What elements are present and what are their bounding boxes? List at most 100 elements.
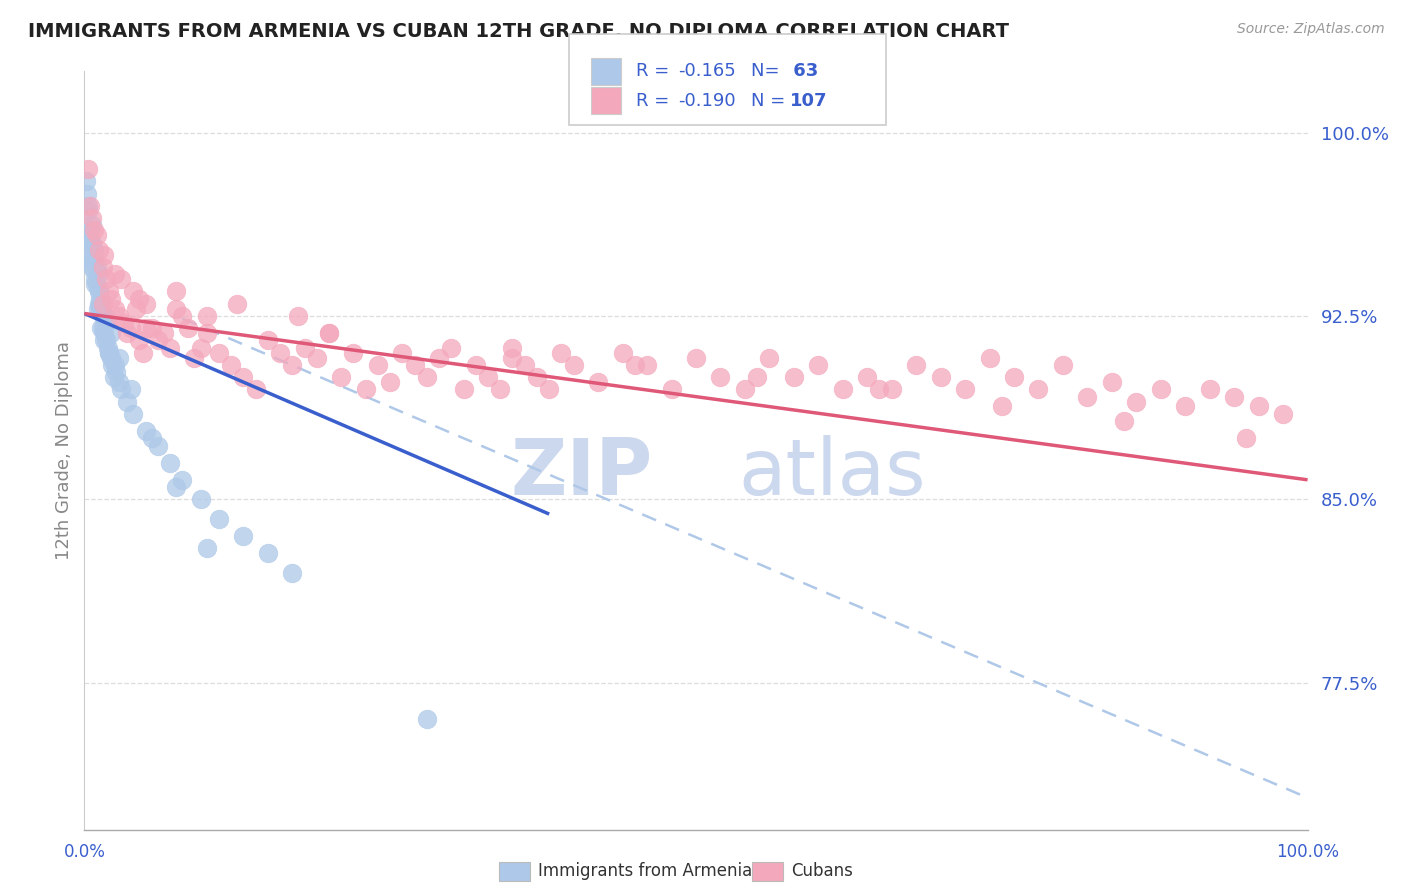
Point bbox=[880, 382, 903, 396]
Point bbox=[287, 309, 309, 323]
Point bbox=[80, 211, 103, 226]
Point bbox=[856, 370, 879, 384]
Point bbox=[661, 382, 683, 396]
Point bbox=[391, 345, 413, 359]
Point bbox=[502, 341, 524, 355]
Point bbox=[905, 358, 928, 372]
Point bbox=[586, 375, 609, 389]
Point bbox=[80, 235, 103, 250]
Point bbox=[93, 326, 115, 340]
Point bbox=[90, 321, 112, 335]
Point bbox=[477, 370, 499, 384]
Point bbox=[195, 326, 218, 340]
Point bbox=[380, 375, 402, 389]
Text: N =: N = bbox=[751, 92, 790, 110]
Point bbox=[93, 248, 115, 262]
Point bbox=[281, 358, 304, 372]
Point bbox=[226, 296, 249, 310]
Point bbox=[464, 358, 486, 372]
Point bbox=[165, 301, 187, 316]
Point bbox=[257, 546, 280, 560]
Point bbox=[82, 262, 104, 277]
Point bbox=[172, 309, 194, 323]
Point bbox=[83, 252, 105, 267]
Point bbox=[104, 358, 127, 372]
Point bbox=[869, 382, 891, 396]
Point bbox=[232, 529, 254, 543]
Point bbox=[146, 439, 169, 453]
Point bbox=[87, 243, 110, 257]
Point bbox=[177, 321, 200, 335]
Point bbox=[84, 277, 107, 292]
Point bbox=[783, 370, 806, 384]
Point bbox=[110, 272, 132, 286]
Point bbox=[87, 285, 110, 299]
Point bbox=[89, 301, 111, 316]
Text: Source: ZipAtlas.com: Source: ZipAtlas.com bbox=[1237, 22, 1385, 37]
Text: Cubans: Cubans bbox=[792, 863, 853, 880]
Point bbox=[172, 473, 194, 487]
Point bbox=[97, 285, 120, 299]
Point bbox=[87, 285, 110, 299]
Point bbox=[96, 272, 118, 286]
Point bbox=[91, 321, 114, 335]
Point bbox=[624, 358, 647, 372]
Point bbox=[93, 334, 115, 348]
Point bbox=[453, 382, 475, 396]
Point bbox=[294, 341, 316, 355]
Point bbox=[100, 326, 122, 340]
Point bbox=[128, 292, 150, 306]
Text: -0.190: -0.190 bbox=[678, 92, 735, 110]
Point bbox=[257, 334, 280, 348]
Point bbox=[1052, 358, 1074, 372]
Point bbox=[758, 351, 780, 365]
Point bbox=[208, 512, 231, 526]
Point bbox=[305, 351, 328, 365]
Point bbox=[404, 358, 426, 372]
Point bbox=[100, 351, 122, 365]
Point bbox=[427, 351, 450, 365]
Point bbox=[1076, 390, 1098, 404]
Point bbox=[83, 243, 105, 257]
Point bbox=[77, 203, 100, 218]
Point bbox=[929, 370, 952, 384]
Point bbox=[86, 228, 108, 243]
Point bbox=[105, 365, 128, 379]
Point bbox=[159, 456, 181, 470]
Point bbox=[1114, 414, 1136, 428]
Point bbox=[831, 382, 853, 396]
Point bbox=[91, 309, 114, 323]
Point bbox=[979, 351, 1001, 365]
Point bbox=[269, 345, 291, 359]
Point bbox=[77, 199, 100, 213]
Text: N=: N= bbox=[751, 62, 785, 80]
Point bbox=[190, 341, 212, 355]
Point bbox=[87, 296, 110, 310]
Point bbox=[153, 326, 176, 340]
Point bbox=[807, 358, 830, 372]
Point bbox=[91, 260, 114, 274]
Point bbox=[1028, 382, 1050, 396]
Point bbox=[135, 424, 157, 438]
Point bbox=[502, 351, 524, 365]
Point bbox=[190, 492, 212, 507]
Point bbox=[132, 345, 155, 359]
Point bbox=[165, 285, 187, 299]
Point bbox=[685, 351, 707, 365]
Point bbox=[538, 382, 561, 396]
Point bbox=[110, 382, 132, 396]
Point bbox=[342, 345, 364, 359]
Text: R =: R = bbox=[636, 62, 675, 80]
Point bbox=[80, 219, 103, 233]
Point bbox=[104, 301, 127, 316]
Point bbox=[367, 358, 389, 372]
Point bbox=[232, 370, 254, 384]
Point bbox=[550, 345, 572, 359]
Y-axis label: 12th Grade, No Diploma: 12th Grade, No Diploma bbox=[55, 341, 73, 560]
Point bbox=[77, 223, 100, 237]
Point bbox=[86, 260, 108, 274]
Point bbox=[96, 334, 118, 348]
Point bbox=[183, 351, 205, 365]
Point bbox=[318, 326, 340, 340]
Point bbox=[135, 321, 157, 335]
